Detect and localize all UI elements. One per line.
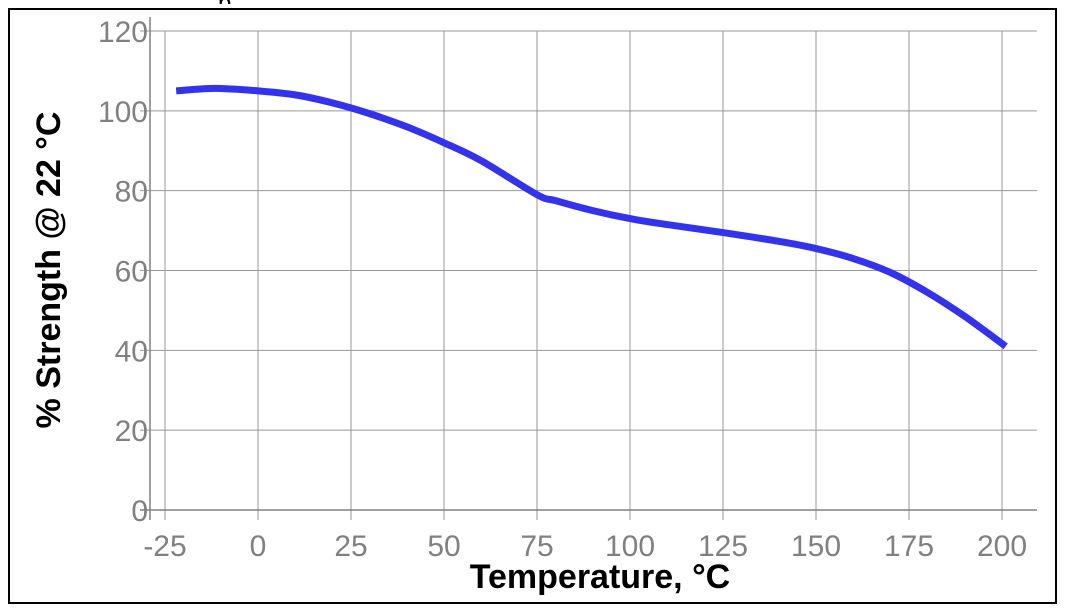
x-tick-label: 200 bbox=[977, 530, 1027, 563]
x-tick-label: 75 bbox=[520, 530, 553, 563]
series-group bbox=[175, 84, 1008, 350]
x-tick-label: 150 bbox=[791, 530, 841, 563]
x-tick-label: 125 bbox=[698, 530, 748, 563]
cropped-title-fragment: p bbox=[218, 0, 231, 4]
y-tick-label: 100 bbox=[98, 96, 148, 129]
x-tick-label: 0 bbox=[250, 530, 267, 563]
x-tick-label: 25 bbox=[334, 530, 367, 563]
y-tick-label: 20 bbox=[115, 415, 148, 448]
series-line bbox=[175, 84, 1008, 350]
chart-frame bbox=[8, 8, 1057, 604]
y-tick-label: 60 bbox=[115, 256, 148, 289]
x-tick-label: 100 bbox=[605, 530, 655, 563]
grid bbox=[140, 30, 1037, 520]
y-tick-label: 0 bbox=[131, 495, 148, 528]
x-tick-label: 50 bbox=[427, 530, 460, 563]
y-tick-label: 120 bbox=[98, 16, 148, 49]
x-tick-label: 175 bbox=[884, 530, 934, 563]
x-tick-label: -25 bbox=[143, 530, 186, 563]
axes bbox=[140, 17, 1037, 520]
y-tick-label: 40 bbox=[115, 335, 148, 368]
x-tick-labels: -25 0 25 50 75 100 125 150 175 200 bbox=[143, 530, 1027, 563]
x-axis-label: Temperature, °C bbox=[470, 558, 730, 596]
y-axis-label: % Strength @ 22 °C bbox=[30, 112, 68, 429]
y-tick-labels: 0 20 40 60 80 100 120 bbox=[98, 16, 148, 528]
y-tick-label: 80 bbox=[115, 176, 148, 209]
